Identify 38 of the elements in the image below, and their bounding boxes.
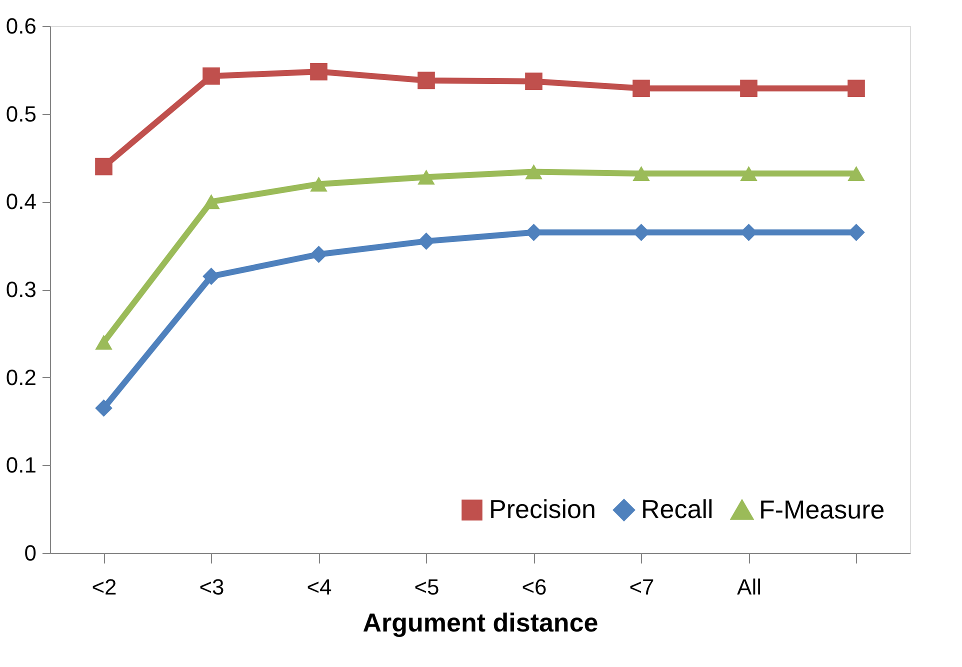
point <box>310 246 328 264</box>
point <box>95 399 112 417</box>
point <box>848 80 865 98</box>
x-tick-label: <4 <box>306 574 332 600</box>
legend-label: F-Measure <box>759 494 885 525</box>
point <box>525 164 542 180</box>
point <box>418 232 435 250</box>
point <box>95 158 112 176</box>
point <box>310 63 328 80</box>
point <box>525 72 542 90</box>
point <box>632 80 650 98</box>
legend-label: Recall <box>641 494 714 524</box>
point <box>740 80 758 98</box>
y-tick-label: 0.4 <box>6 189 36 214</box>
y-tick-label: 0.2 <box>6 364 36 390</box>
x-tick-label: <3 <box>199 574 224 600</box>
x-axis-title: Argument distance <box>362 608 598 638</box>
point <box>418 170 435 185</box>
point <box>848 166 865 182</box>
point <box>310 176 328 192</box>
point <box>632 166 650 182</box>
point <box>202 67 220 85</box>
x-tick-label: All <box>737 574 762 600</box>
x-tick-label: <5 <box>414 574 440 600</box>
y-tick-label: 0 <box>24 540 36 566</box>
x-tick-label: <2 <box>92 574 117 600</box>
point <box>95 334 112 350</box>
point <box>418 72 435 90</box>
legend-label: Precision <box>489 494 596 524</box>
y-tick-label: 0.3 <box>6 277 36 302</box>
point <box>202 268 220 285</box>
x-tick-label: <6 <box>522 574 547 600</box>
y-tick-label: 0.5 <box>6 101 36 126</box>
x-tick-label: <7 <box>629 574 654 600</box>
y-tick-label: 0.1 <box>6 452 36 478</box>
point <box>740 166 758 182</box>
point <box>202 194 220 210</box>
y-tick-label: 0.6 <box>6 14 36 38</box>
